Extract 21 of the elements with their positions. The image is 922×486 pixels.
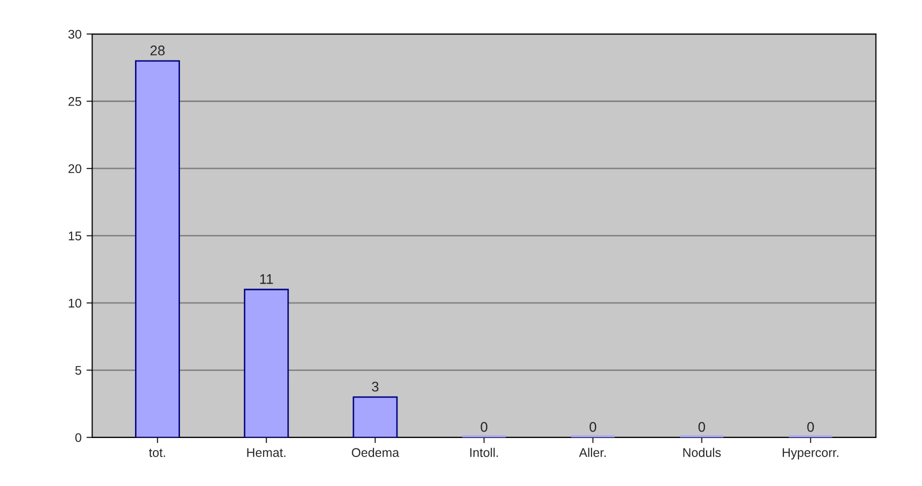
data-label: 0 xyxy=(807,422,814,432)
x-tick-label: Intoll. xyxy=(470,448,498,457)
y-tick-label: 10 xyxy=(68,298,82,308)
data-label: 0 xyxy=(698,422,706,432)
x-tick-label: Hemat. xyxy=(247,448,286,457)
data-label: 11 xyxy=(260,274,273,284)
x-tick-label: Hypercorr. xyxy=(782,448,838,460)
data-label: 0 xyxy=(590,422,596,432)
x-tick-label: Oedema xyxy=(352,448,400,457)
y-tick-label: 5 xyxy=(75,366,82,375)
x-tick-label: Aller. xyxy=(579,448,606,457)
data-label: 3 xyxy=(372,382,378,392)
y-tick-label: 25 xyxy=(68,97,82,106)
y-tick-label: 0 xyxy=(75,433,82,442)
data-label: 0 xyxy=(480,422,488,432)
y-tick-label: 20 xyxy=(68,164,82,174)
y-tick-label: 30 xyxy=(68,30,82,39)
y-tick-label: 15 xyxy=(68,232,82,240)
data-label: 28 xyxy=(150,46,165,56)
x-tick-label: tot. xyxy=(149,448,166,457)
x-tick-label: Noduls xyxy=(683,448,721,457)
